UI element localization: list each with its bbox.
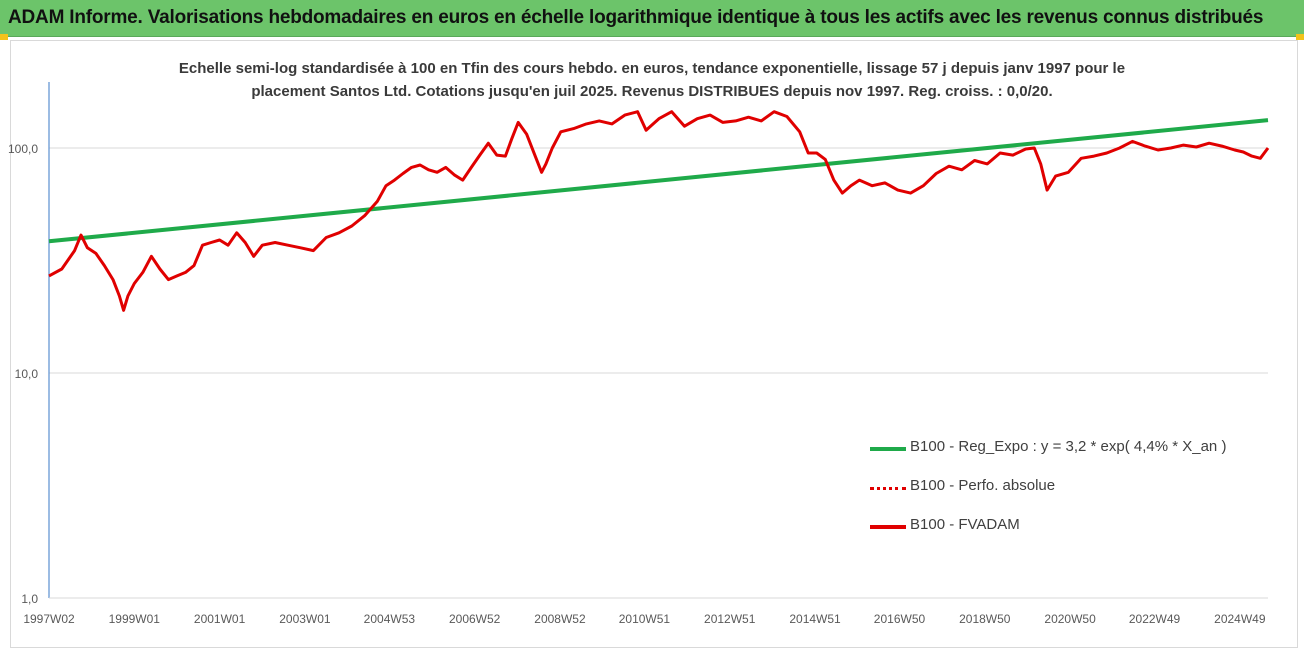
x-tick-label: 2001W01 [194,612,246,626]
y-tick-label: 100,0 [8,142,38,156]
x-tick-label: 2006W52 [449,612,501,626]
chart-subtitle-line-1: Echelle semi-log standardisée à 100 en T… [178,60,1126,77]
x-tick-label: 2010W51 [619,612,671,626]
x-tick-label: 2020W50 [1044,612,1096,626]
chart-subtitle-line-2: placement Santos Ltd. Cotations jusqu'en… [251,83,1053,100]
chart-area [10,40,1298,648]
series-line-fvadam [48,110,1270,312]
corner-marker-right [1296,34,1304,40]
corner-marker-left [0,34,8,40]
x-tick-label: 2022W49 [1129,612,1181,626]
x-tick-label: 2012W51 [704,612,756,626]
legend-label-regression: B100 - Reg_Expo : y = 3,2 * exp( 4,4% * … [910,438,1227,455]
header-bar: ADAM Informe. Valorisations hebdomadaire… [0,0,1304,37]
x-tick-label: 1997W02 [23,612,75,626]
x-tick-label: 2016W50 [874,612,926,626]
x-tick-label: 2018W50 [959,612,1011,626]
y-tick-label: 10,0 [15,367,39,381]
page-title: ADAM Informe. Valorisations hebdomadaire… [8,7,1264,28]
x-tick-label: 2024W49 [1214,612,1266,626]
legend-label-fvadam: B100 - FVADAM [910,516,1020,533]
x-tick-label: 2008W52 [534,612,586,626]
x-tick-label: 1999W01 [109,612,161,626]
legend-swatch-perfo [870,487,906,490]
series-line-regression [48,118,1269,244]
x-tick-label: 2003W01 [279,612,331,626]
legend-swatch-regression [870,447,906,451]
legend-swatch-fvadam [870,525,906,529]
x-tick-label: 2014W51 [789,612,841,626]
x-tick-label: 2004W53 [364,612,416,626]
legend-label-perfo: B100 - Perfo. absolue [910,477,1056,494]
y-tick-label: 1,0 [21,592,38,606]
